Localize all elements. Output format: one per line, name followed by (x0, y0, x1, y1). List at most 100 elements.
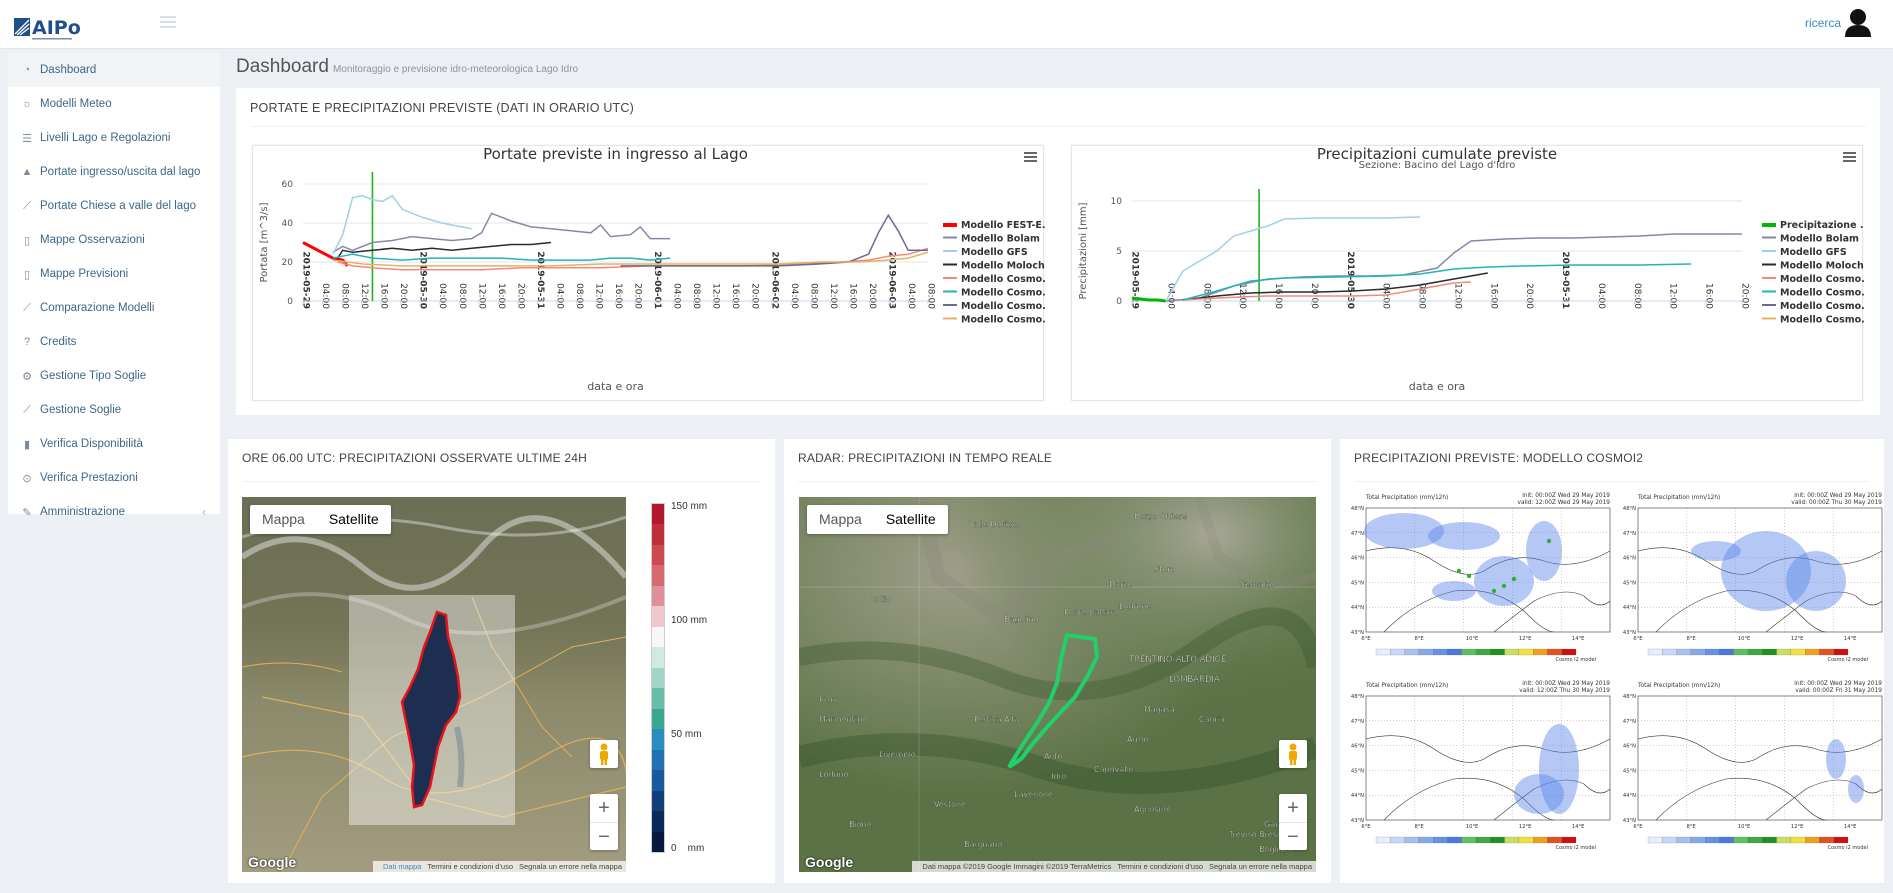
zoom-in-button[interactable]: + (598, 797, 610, 819)
place-label: Lodrino (819, 770, 849, 779)
sidebar-item-gestione-soglie[interactable]: ⟋ Gestione Soglie (8, 393, 220, 427)
search-link[interactable]: ricerca (1804, 16, 1841, 30)
x-tick-label: 20:00 (1740, 283, 1750, 309)
legend-item[interactable]: Modello Cosmo... (1780, 288, 1872, 299)
series-line-7[interactable] (332, 251, 929, 267)
radar-map[interactable]: Valle Dorizzo Borgo Chiese Bagolino Ponte C… (799, 497, 1316, 872)
precip-area (1826, 739, 1846, 779)
satellite-imagery (799, 497, 1316, 872)
user-avatar-icon[interactable] (1843, 7, 1873, 37)
hamburger-icon[interactable] (160, 16, 176, 28)
zoom-out-button[interactable]: − (590, 822, 618, 850)
street-view-pegman-icon[interactable] (590, 740, 618, 768)
forecast-map-4[interactable]: Total Precipitation (mm/12h) init: 00:00Z… (1616, 679, 1884, 851)
map-caption: Total Precipitation (mm/12h) (1365, 683, 1448, 689)
panel-title: RADAR: PRECIPITAZIONI IN TEMPO REALE (798, 451, 1053, 465)
street-view-pegman-icon[interactable] (1279, 740, 1307, 768)
sidebar-item-credits[interactable]: ? Credits (8, 325, 220, 359)
map-frame (1637, 507, 1883, 633)
legend-item[interactable]: Modello GFS (1780, 247, 1847, 258)
terms-link[interactable]: Termini e condizioni d'uso (427, 862, 513, 871)
x-tick-label: 12:00 (593, 283, 603, 309)
terms-link[interactable]: Termini e condizioni d'uso (1117, 862, 1203, 871)
sidebar-item-gestione-tipo-soglie[interactable]: ⚙ Gestione Tipo Soglie (8, 359, 220, 393)
series-line-0[interactable] (1131, 296, 1167, 303)
lat-label: 47°N (1623, 719, 1636, 725)
legend-item[interactable]: Modello Moloch (961, 261, 1045, 272)
sun-icon: ☼ (21, 98, 33, 110)
report-error-link[interactable]: Segnala un errore nella mappa (1209, 862, 1312, 871)
series-line-6[interactable] (620, 213, 929, 267)
y-axis-label: Portata [m^3/s] (259, 202, 270, 282)
lat-label: 43°N (1351, 630, 1364, 636)
aipo-logo[interactable]: AIPo (14, 16, 102, 44)
sidebar-item-comparazione-modelli[interactable]: ⟋ Comparazione Modelli (8, 291, 220, 325)
map-type-mappa-button[interactable]: Mappa (262, 511, 305, 527)
chart-menu-icon[interactable] (1843, 152, 1856, 163)
legend-item[interactable]: Modello Bolam (1780, 234, 1859, 245)
series-line-3[interactable] (337, 241, 552, 259)
sidebar-item-verifica-prestazioni[interactable]: ⊙ Verifica Prestazioni (8, 461, 220, 495)
legend-item[interactable]: Modello Cosmo... (961, 274, 1053, 285)
report-error-link[interactable]: Segnala un errore nella mappa (519, 862, 622, 871)
map-type-mappa-button[interactable]: Mappa (819, 511, 862, 527)
legend-item[interactable]: Modello Cosmo... (1780, 274, 1872, 285)
precip-area (1786, 551, 1846, 611)
legend-item[interactable]: Modello Cosmo... (1780, 301, 1872, 312)
colorbar-step (1762, 648, 1777, 656)
x-tick-label: 20:00 (398, 283, 408, 309)
map-data-link[interactable]: Dati mappa (382, 862, 422, 871)
zoom-in-button[interactable]: + (1287, 797, 1299, 819)
sidebar-item-mappe-previsioni[interactable]: ▯ Mappe Previsioni (8, 257, 220, 291)
observed-map[interactable]: Mappa Satellite + − Google Dati mappa Ter… (242, 497, 626, 872)
sidebar-item-dashboard[interactable]: ◔ Dashboard (8, 53, 220, 87)
series-line-4[interactable] (1182, 281, 1471, 301)
x-tick-label: 16:00 (730, 283, 740, 309)
forecast-map-1[interactable]: Total Precipitation (mm/12h) init: 00:00Z… (1344, 491, 1612, 663)
observed-precipitation-panel: ORE 06.00 UTC: PRECIPITAZIONI OSSERVATE … (228, 439, 775, 883)
lon-label: 6°E (1633, 636, 1642, 642)
sidebar-item-portate-ingresso-uscita-dal-lago[interactable]: ▲ Portate ingresso/uscita dal lago (8, 155, 220, 189)
sidebar-item-verifica-disponibilit[interactable]: ▮ Verifica Disponibilità (8, 427, 220, 461)
legend-item[interactable]: Modello GFS (961, 247, 1028, 258)
sidebar-item-mappe-osservazioni[interactable]: ▯ Mappe Osservazioni (8, 223, 220, 257)
legend-item[interactable]: Modello Cosmo... (961, 301, 1053, 312)
logo-text: AIPo (32, 17, 81, 39)
series-line-1[interactable] (332, 212, 671, 253)
map-type-satellite-button[interactable]: Satellite (328, 511, 379, 527)
colorbar-step (1705, 648, 1720, 656)
forecast-map-2[interactable]: Total Precipitation (mm/12h) init: 00:00Z… (1616, 491, 1884, 663)
chart-menu-icon[interactable] (1024, 152, 1037, 163)
chevron-left-icon[interactable]: ‹ (202, 505, 206, 519)
scale-color-step (652, 729, 664, 750)
series-line-5[interactable] (332, 253, 671, 261)
x-tick-label: 08:00 (926, 283, 936, 309)
zoom-out-button[interactable]: − (1279, 822, 1307, 850)
legend-item[interactable]: Modello FEST-E... (961, 220, 1053, 231)
series-line-2[interactable] (1165, 216, 1421, 302)
legend-item[interactable]: Modello Cosmo... (961, 315, 1053, 326)
radar-panel: RADAR: PRECIPITAZIONI IN TEMPO REALE Val… (784, 439, 1331, 883)
scale-color-step (652, 647, 664, 668)
legend-item[interactable]: Modello Bolam (961, 234, 1040, 245)
chart-subtitle: Sezione: Bacino del Lago d'Idro (1359, 160, 1516, 171)
scale-color-step (652, 749, 664, 771)
map-type-satellite-button[interactable]: Satellite (885, 511, 936, 527)
sidebar-item-portate-chiese-a-valle-del-lago[interactable]: ⟋ Portate Chiese a valle del lago (8, 189, 220, 223)
forecast-map-3[interactable]: Total Precipitation (mm/12h) init: 00:00Z… (1344, 679, 1612, 851)
sidebar-item-amministrazione[interactable]: ✎ Amministrazione ‹ (8, 495, 220, 529)
map-init: init: 00:00Z Wed 29 May 2019 (1794, 493, 1882, 499)
legend-item[interactable]: Modello Cosmo... (961, 288, 1053, 299)
series-line-3[interactable] (1182, 272, 1488, 301)
colorbar-step (1375, 648, 1391, 656)
series-line-5[interactable] (1182, 263, 1692, 301)
lat-label: 44°N (1623, 605, 1636, 611)
legend-item[interactable]: Precipitazione ... (1780, 220, 1871, 231)
sidebar-item-modelli-meteo[interactable]: ☼ Modelli Meteo (8, 87, 220, 121)
x-tick-label: 16:00 (1704, 283, 1714, 309)
series-line-4[interactable] (337, 247, 929, 271)
sidebar-item-livelli-lago-e-regolazioni[interactable]: ☰ Livelli Lago e Regolazioni (8, 121, 220, 155)
legend-item[interactable]: Modello Cosmo... (1780, 315, 1872, 326)
series-line-2[interactable] (332, 194, 472, 255)
legend-item[interactable]: Modello Moloch (1780, 261, 1864, 272)
